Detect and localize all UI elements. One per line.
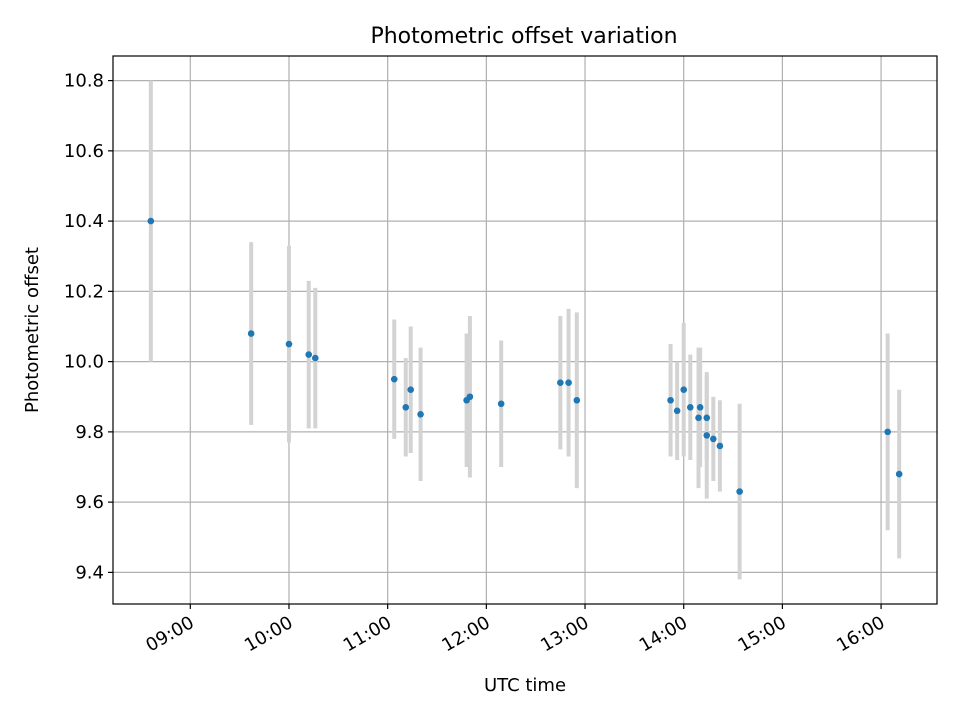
data-point (736, 488, 743, 495)
y-tick-label: 10.0 (64, 352, 104, 373)
plot-frame (112, 55, 938, 605)
data-point (710, 435, 717, 443)
data-point (884, 428, 891, 436)
data-point (557, 379, 564, 386)
data-point (696, 403, 704, 411)
data-point (667, 396, 674, 404)
data-point (680, 386, 688, 394)
data-point (573, 396, 581, 404)
data-point (565, 379, 572, 386)
y-tick-label: 10.4 (64, 211, 104, 232)
data-point (466, 393, 474, 401)
chart-title: Photometric offset variation (370, 24, 677, 49)
data-point (402, 403, 410, 411)
data-point (673, 407, 681, 415)
data-point (895, 470, 903, 478)
data-point (703, 414, 711, 422)
data-point (390, 375, 398, 383)
y-tick-label: 9.6 (75, 492, 104, 513)
y-axis-ticks: 9.4 9.6 9.8 10.0 10.2 10.4 10.6 10.8 (64, 71, 113, 583)
y-tick-label: 10.2 (64, 281, 104, 302)
data-point (311, 354, 319, 362)
y-tick-label: 10.8 (64, 71, 104, 92)
data-point (417, 411, 424, 418)
data-points (147, 217, 903, 495)
y-tick-label: 10.6 (64, 141, 104, 162)
y-axis-label: Photometric offset (22, 247, 43, 413)
data-point (716, 442, 724, 450)
data-point (497, 400, 505, 408)
data-point (407, 386, 414, 394)
data-point (695, 414, 702, 422)
data-point (285, 340, 293, 348)
data-point (703, 432, 711, 439)
data-point (247, 330, 255, 337)
data-point (147, 217, 155, 225)
data-point (686, 403, 694, 411)
x-axis-label: UTC time (484, 675, 566, 696)
y-tick-label: 9.4 (75, 562, 104, 583)
y-tick-label: 9.8 (75, 422, 104, 443)
data-point (305, 351, 313, 358)
